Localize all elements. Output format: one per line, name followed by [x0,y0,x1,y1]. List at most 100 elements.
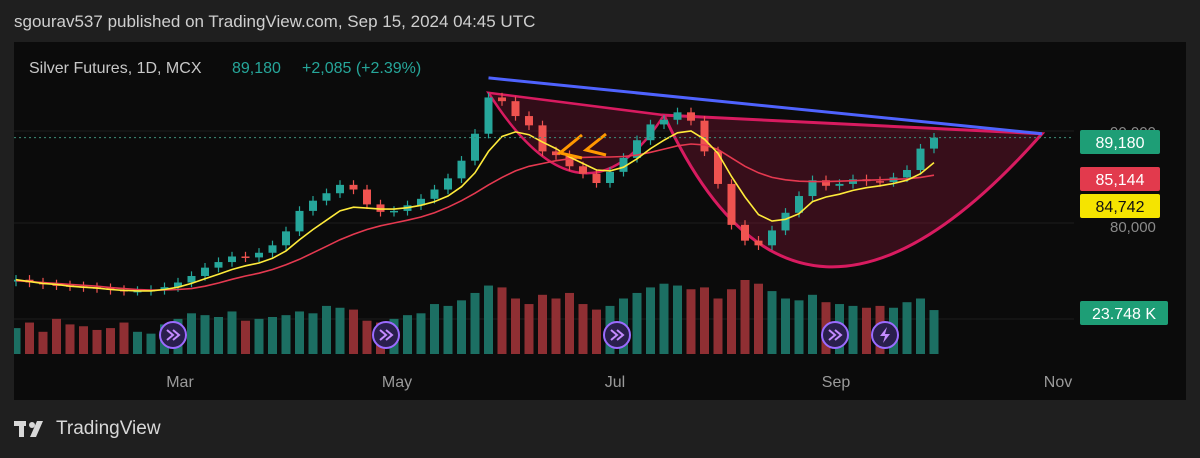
candle-body [700,120,709,152]
volume-bar [862,307,871,354]
candle-body [903,169,911,178]
chevron-glyph [172,329,181,341]
price-tag-ema-fast-label: 84,742 [1096,199,1145,216]
candle-body [565,155,574,167]
chart-panel[interactable]: Silver Futures, 1D, MCX 89,180 +2,085 (+… [11,42,1186,400]
dividend-icon [821,321,849,349]
candle-body [619,157,628,172]
volume-bar [565,292,574,354]
candle-body [228,256,236,263]
chevron-glyph [616,329,625,341]
volume-bar [119,322,129,354]
volume-bar [470,292,480,354]
candle-body [174,282,182,288]
volume-bar [929,310,939,354]
candle-body [592,173,601,184]
chevron-glyph [610,329,619,341]
volume-bar [416,313,426,354]
candle-body [741,224,749,241]
legend-change: +2,085 (+2.39%) [302,60,421,77]
candle-body [336,184,344,194]
publisher-header: sgourav537 published on TradingView.com,… [14,12,536,31]
chevron-glyph [834,329,843,341]
candle-body [309,200,317,211]
volume-bar [497,287,507,354]
candle-body [511,101,520,117]
volume-bar [848,305,858,354]
candlestick-chart[interactable]: Silver Futures, 1D, MCX 89,180 +2,085 (+… [11,42,1186,400]
candle-body [390,210,398,213]
candle-body [673,112,682,120]
volume-bar [578,304,588,354]
ema-fast-line [15,130,935,292]
volume-bar [362,320,372,354]
candle-body [322,193,331,201]
arrow-annotation [582,132,607,157]
candle-body [160,287,169,290]
volume-bar [781,298,790,354]
candle-body [768,230,776,246]
volume-bar [592,309,601,354]
candle-body [781,212,790,231]
volume-bar [457,300,466,354]
volume-bar [632,292,642,354]
volume-bar [322,305,331,354]
candle-body [795,196,803,213]
candle-body [430,189,439,199]
candle-body [484,97,493,134]
volume-bar [511,298,520,354]
volume-bar [38,331,48,354]
volume-bar [538,294,547,354]
price-tag-ema-slow-label: 85,144 [1096,172,1145,189]
candle-body [930,137,938,149]
candle-body [714,151,722,184]
volume-tag [1080,301,1168,325]
chevron-glyph [166,329,175,341]
volume-bar [686,289,696,354]
volume-bar [146,333,156,354]
candle-body [255,252,263,258]
dividend-icon [603,321,631,349]
candle-body [214,262,223,268]
volume-bar [200,315,210,354]
dividend-icon [159,321,187,349]
tradingview-logo-icon [14,421,43,437]
volume-bar [227,311,237,354]
volume-bar [646,287,655,354]
candle-body [417,198,425,206]
volume-bar [25,322,34,354]
candle-body [241,256,250,258]
volume-bar [700,287,709,354]
volume-bar [430,304,439,354]
footer: TradingView [14,418,161,440]
volume-bar [484,285,493,354]
lightning-icon [871,321,899,349]
candle-body [579,166,587,174]
volume-bar [241,320,250,354]
volume-bar [52,318,61,354]
candle-body [660,119,668,125]
volume-bar [916,298,925,354]
volume-bar [754,283,763,354]
volume-bar [524,304,534,354]
price-tick: 80,000 [1110,219,1156,236]
volume-bar [551,298,561,354]
volume-bar [308,313,318,354]
candle-body [187,276,196,283]
price-tag-ema-fast [1080,194,1160,218]
volume-bar [349,309,358,354]
candle-body [376,204,385,212]
volume-bar [740,280,750,354]
volume-bar [11,328,21,354]
candle-body [754,240,763,246]
volume-bar [808,294,817,354]
chevron-glyph [828,329,837,341]
candle-body [606,171,614,184]
footer-brand: TradingView [56,418,161,439]
candle-body [363,189,371,205]
volume-bar [295,311,304,354]
candle-body [633,140,641,158]
candle-body [876,181,884,183]
volume-bar [106,328,115,354]
volume-bar [65,324,75,354]
